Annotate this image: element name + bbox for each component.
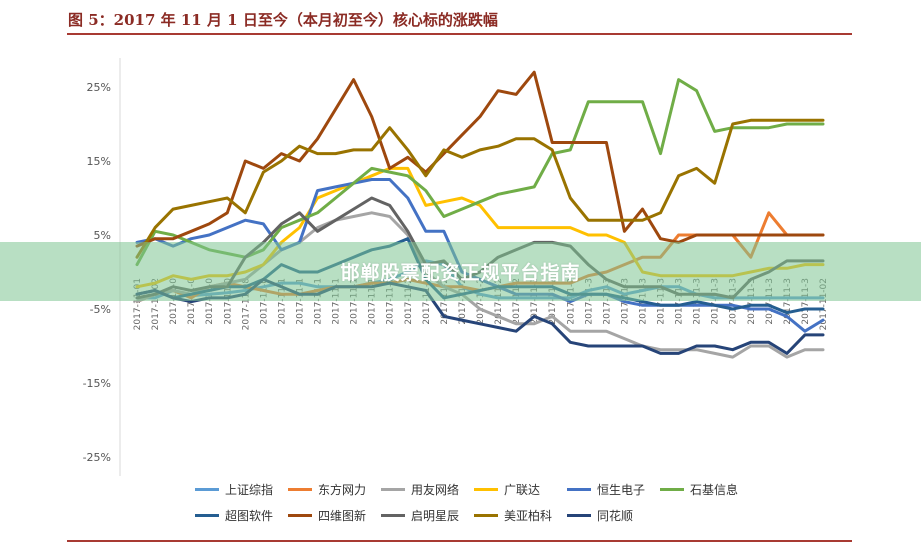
legend-label: 启明星辰: [411, 508, 460, 523]
x-tick-label: 2017-11-2: [440, 278, 450, 325]
legend-swatch: [288, 487, 312, 491]
x-tick-label: 2017-11-01: [133, 278, 143, 330]
x-tick-label: 2017-11-02: [819, 278, 829, 330]
figure-title: 图 5：2017 年 11 月 1 日至今（本月初至今）核心标的涨跌幅: [68, 11, 498, 29]
x-tick-label: 2017-11-0: [223, 278, 233, 325]
series-line: [135, 70, 825, 248]
legend-item: 石基信息: [660, 481, 753, 498]
x-tick-label: 2017-11-02: [151, 278, 161, 330]
y-tick-label: 5%: [94, 229, 111, 242]
y-tick-label: 25%: [87, 81, 111, 94]
legend-swatch: [567, 487, 591, 491]
legend-item: 用友网络: [381, 481, 474, 498]
x-tick-label: 2017-11-1: [314, 278, 324, 325]
legend-label: 石基信息: [690, 482, 739, 497]
y-tick-label: -25%: [83, 451, 111, 464]
legend-swatch: [288, 513, 312, 517]
x-tick-label: 2017-11-2: [548, 278, 558, 325]
x-tick-label: 2017-11-0: [205, 278, 215, 325]
x-tick-label: 2017-11-3: [801, 278, 811, 325]
legend-row: 上证综指 东方网力 用友网络 广联达 恒生电子 石基信息: [195, 476, 795, 502]
legend-label: 同花顺: [597, 508, 634, 523]
legend-swatch: [567, 513, 591, 517]
x-tick-label: 2017-11-08: [241, 278, 251, 331]
legend-item: 四维图新: [288, 507, 381, 524]
x-tick-label: 2017-11-3: [711, 278, 721, 325]
legend-label: 超图软件: [225, 508, 274, 523]
x-tick-label: 2017-11-2: [404, 278, 414, 325]
x-tick-label: 2017-11-1: [277, 278, 287, 325]
x-tick-label: 2017-11-3: [783, 278, 793, 325]
legend-label: 东方网力: [318, 482, 367, 497]
watermark-banner: 邯郸股票配资正规平台指南: [0, 242, 921, 301]
x-tick-label: 2017-11-1: [350, 278, 360, 325]
legend-swatch: [381, 487, 405, 491]
legend-item: 东方网力: [288, 481, 381, 498]
x-tick-label: 2017-11-1: [368, 278, 378, 325]
legend-item: 恒生电子: [567, 481, 660, 498]
legend: 上证综指 东方网力 用友网络 广联达 恒生电子 石基信息超图软件 四维图新 启明星辰 美亚柏科 同…: [195, 476, 795, 528]
x-tick-label: 2017-11-2: [494, 278, 504, 325]
legend-label: 用友网络: [411, 482, 460, 497]
x-tick-label: 2017-11-1: [386, 278, 396, 325]
legend-item: 同花顺: [567, 507, 660, 524]
x-tick-label: 2017-11-0: [259, 278, 269, 325]
x-tick-label: 2017-11-3: [675, 278, 685, 325]
x-tick-labels: 2017-11-01 2017-11-02 2017-11-0 2017-11-0 20…: [133, 278, 829, 331]
legend-label: 广联达: [504, 482, 541, 497]
bottom-rule: [67, 540, 852, 542]
legend-row: 超图软件 四维图新 启明星辰 美亚柏科 同花顺: [195, 502, 795, 528]
title-rule: [67, 33, 852, 35]
x-tick-label: 2017-11-1: [332, 278, 342, 325]
legend-swatch: [381, 513, 405, 517]
watermark-text: 邯郸股票配资正规平台指南: [340, 262, 581, 284]
x-tick-label: 2017-11-3: [602, 278, 612, 325]
x-tick-label: 2017-11-3: [657, 278, 667, 325]
x-tick-label: 2017-11-3: [729, 278, 739, 325]
y-tick-label: -15%: [83, 377, 111, 390]
x-tick-label: 2017-11-3: [765, 278, 775, 325]
legend-swatch: [474, 487, 498, 491]
y-tick-label: 15%: [87, 155, 111, 168]
legend-label: 四维图新: [318, 508, 367, 523]
legend-item: 启明星辰: [381, 507, 474, 524]
legend-item: 美亚柏科: [474, 507, 567, 524]
x-tick-label: 2017-11-2: [476, 278, 486, 325]
legend-item: 超图软件: [195, 507, 288, 524]
legend-swatch: [195, 487, 219, 491]
x-tick-label: 2017-11-3: [584, 278, 594, 325]
x-tick-label: 2017-11-1: [295, 278, 305, 325]
legend-swatch: [474, 513, 498, 517]
x-tick-label: 2017-11-0: [169, 278, 179, 325]
x-tick-label: 2017-11-2: [512, 278, 522, 325]
legend-item: 上证综指: [195, 481, 288, 498]
legend-swatch: [660, 487, 684, 491]
legend-label: 恒生电子: [597, 482, 646, 497]
y-tick-labels: 25% 15% 5% -5% -15% -25%: [83, 81, 111, 464]
x-tick-label: 2017-11-2: [422, 278, 432, 325]
x-tick-label: 2017-11-3: [747, 278, 757, 325]
x-tick-label: 2017-11-2: [530, 278, 540, 325]
legend-swatch: [195, 513, 219, 517]
series-line: [135, 118, 825, 259]
legend-label: 美亚柏科: [504, 508, 553, 523]
x-tick-label: 2017-11-2: [458, 278, 468, 325]
y-tick-label: -5%: [90, 303, 111, 316]
legend-item: 广联达: [474, 481, 567, 498]
legend-label: 上证综指: [225, 482, 274, 497]
